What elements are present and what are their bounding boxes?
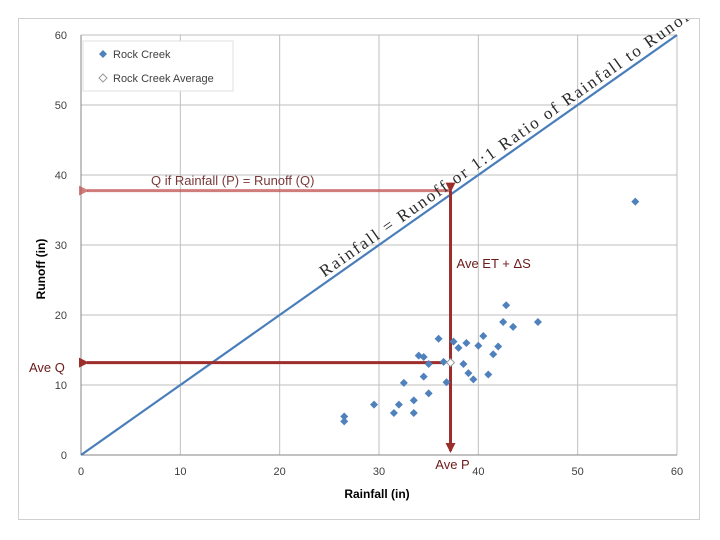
rock-creek-point [502,301,511,310]
chart-frame: 0 10 20 30 40 50 60 0 10 20 30 40 50 60 Q if Rainfall… [18,18,700,520]
legend-label-rock-creek-average: Rock Creek Average [113,73,214,85]
y-tick-label: 20 [55,310,67,322]
rock-creek-point [389,409,398,417]
x-tick-label: 60 [671,466,683,478]
rock-creek-point [409,409,418,417]
legend: Rock Creek Rock Creek Average [82,40,234,92]
rock-creek-point [484,370,493,379]
one-to-one-line [80,34,678,456]
rock-creek-point [394,400,403,409]
legend-marker-rock-creek-average [98,73,108,83]
rock-creek-point [464,369,473,378]
x-tick-label: 50 [572,466,584,478]
rock-creek-point [340,417,349,426]
x-axis-title: Rainfall (in) [344,487,409,501]
rock-creek-point [424,360,433,368]
rock-creek-point [442,378,451,387]
rock-creek-point [424,389,433,398]
axes: 0 10 20 30 40 50 60 0 10 20 30 40 50 60 [55,30,683,478]
x-tick-label: 0 [78,466,84,478]
rock-creek-point [419,372,428,381]
legend-label-rock-creek: Rock Creek [113,49,171,61]
rock-creek-point [370,400,379,409]
y-tick-label: 60 [55,30,67,42]
rock-creek-average-point [445,357,456,368]
rock-creek-point [489,350,498,359]
rock-creek-point [419,353,428,361]
rock-creek-point [434,334,443,343]
ave-q-label: Ave Q [29,360,65,375]
rock-creek-point [533,318,542,326]
rock-creek-point [631,197,640,206]
rock-creek-point [469,375,478,384]
y-tick-label: 50 [55,100,67,112]
q-if-label: Q if Rainfall (P) = Runoff (Q) [151,173,314,188]
rock-creek-point [499,318,508,326]
y-tick-label: 40 [55,170,67,182]
rock-creek-point [479,332,488,340]
rock-creek-point [494,342,503,351]
x-tick-label: 40 [472,466,484,478]
rock-creek-point [449,337,458,346]
x-tick-label: 30 [373,466,385,478]
ave-et-label: Ave ET + ΔS [457,256,532,271]
y-tick-label: 30 [55,240,67,252]
rock-creek-point [439,357,448,366]
legend-marker-rock-creek [99,50,107,58]
y-tick-label: 10 [55,380,67,392]
rock-creek-point [409,396,418,405]
rock-creek-point [459,360,468,368]
rock-creek-point [474,341,483,350]
gridlines [80,34,678,456]
ave-p-label: Ave P [435,457,469,472]
x-tick-label: 10 [174,466,186,478]
rock-creek-point [399,378,408,387]
rock-creek-point [462,339,471,347]
rock-creek-point [509,322,518,331]
y-tick-label: 0 [61,450,67,462]
rock-creek-point [340,412,349,421]
scatter-chart: 0 10 20 30 40 50 60 0 10 20 30 40 50 60 Q if Rainfall… [29,19,700,501]
data-points [340,197,640,426]
y-axis-title: Runoff (in) [34,239,48,300]
rock-creek-point [454,343,463,352]
x-tick-label: 20 [274,466,286,478]
